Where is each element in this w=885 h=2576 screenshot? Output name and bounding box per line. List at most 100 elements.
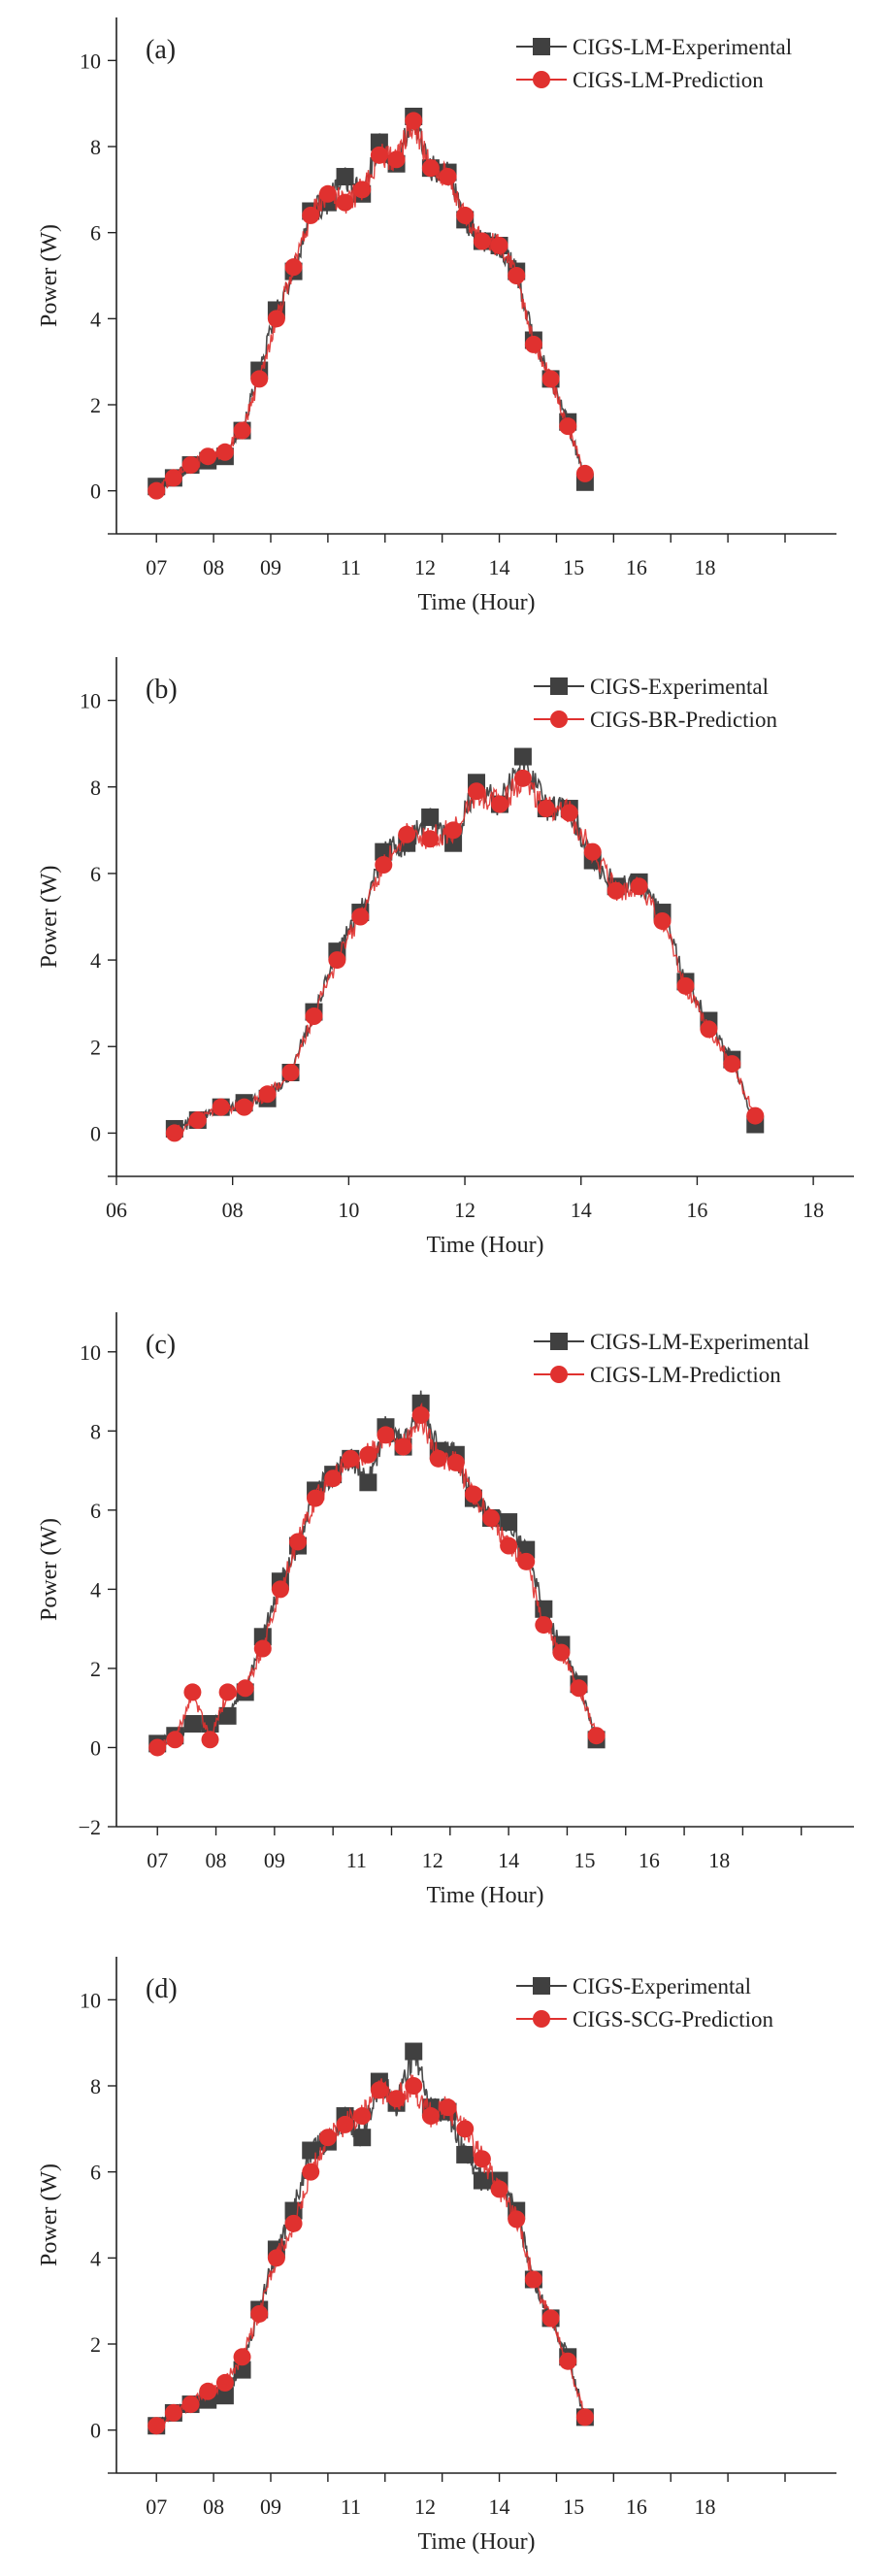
data-point-circle xyxy=(517,1552,536,1570)
data-point-circle xyxy=(473,2150,491,2168)
x-tick-label: 11 xyxy=(341,555,361,579)
data-point-circle xyxy=(302,2163,320,2181)
data-point-square xyxy=(444,834,463,852)
data-point-circle xyxy=(188,1111,207,1130)
y-tick-label: 4 xyxy=(90,307,101,331)
y-tick-label: 10 xyxy=(80,1340,101,1365)
data-point-circle xyxy=(215,443,234,461)
x-tick-label: 15 xyxy=(563,2494,584,2519)
y-tick-label: 10 xyxy=(80,689,101,713)
data-point-square xyxy=(336,168,354,186)
data-point-circle xyxy=(490,795,508,813)
data-point-circle xyxy=(342,1449,360,1468)
x-tick-label: 08 xyxy=(203,555,224,579)
x-tick-label: 16 xyxy=(639,1848,660,1872)
data-point-circle xyxy=(250,370,269,388)
chart-panel-a: 0 2 4 6 8 10 07 08 09 11 12 14 15 16 18 Time (Hour) Powe… xyxy=(37,17,836,615)
data-point-circle xyxy=(500,1536,518,1555)
legend-entry: CIGS-LM-Prediction xyxy=(516,68,764,92)
x-tick-label: 15 xyxy=(574,1848,596,1872)
data-point-circle xyxy=(541,2309,560,2328)
data-point-circle xyxy=(281,1064,300,1081)
x-tick-label: 18 xyxy=(803,1198,824,1222)
x-tick-label: 11 xyxy=(341,2494,361,2519)
data-point-circle xyxy=(267,2249,285,2267)
data-point-square xyxy=(513,747,532,766)
x-axis-title: Time (Hour) xyxy=(426,1883,543,1908)
data-point-square xyxy=(218,1706,237,1725)
data-point-circle xyxy=(328,951,346,970)
data-point-circle xyxy=(199,2382,217,2400)
legend-label: CIGS-LM-Prediction xyxy=(573,68,764,92)
data-point-circle xyxy=(284,2214,303,2232)
y-tick-label: 4 xyxy=(90,1577,101,1602)
data-point-circle xyxy=(559,417,577,436)
data-point-circle xyxy=(236,1679,254,1698)
x-tick-label: 10 xyxy=(338,1198,359,1222)
y-tick-label: 6 xyxy=(90,221,101,246)
data-point-circle xyxy=(535,1616,553,1635)
x-tick-label: 11 xyxy=(346,1848,367,1872)
data-point-circle xyxy=(212,1098,230,1116)
data-point-square xyxy=(353,2129,372,2147)
y-tick-label: 8 xyxy=(90,776,101,800)
legend-entry: CIGS-SCG-Prediction xyxy=(516,2007,774,2031)
data-point-square xyxy=(302,2141,320,2160)
data-point-circle xyxy=(723,1055,741,1073)
data-point-circle xyxy=(560,804,578,822)
data-point-square xyxy=(421,808,440,826)
panel-label: (d) xyxy=(146,1974,178,2004)
data-point-circle xyxy=(284,258,303,277)
x-axis-title: Time (Hour) xyxy=(417,2529,535,2555)
data-point-circle xyxy=(587,1727,606,1745)
data-point-circle xyxy=(583,842,602,861)
data-point-circle xyxy=(165,1124,183,1142)
panel-label: (c) xyxy=(146,1330,176,1360)
data-point-circle xyxy=(490,2180,508,2198)
data-point-square xyxy=(375,842,393,861)
data-point-circle xyxy=(387,2090,406,2108)
legend-marker-square xyxy=(533,38,550,55)
data-point-circle xyxy=(148,2417,166,2435)
data-point-circle xyxy=(398,825,416,843)
y-axis-title: Power (W) xyxy=(37,866,62,969)
data-point-square xyxy=(500,1513,518,1532)
data-point-circle xyxy=(370,2081,388,2099)
x-tick-label: 15 xyxy=(563,555,584,579)
y-tick-label: 8 xyxy=(90,2074,101,2098)
data-point-circle xyxy=(456,2120,475,2138)
y-tick-label: 2 xyxy=(90,1657,101,1681)
data-point-circle xyxy=(394,1437,412,1456)
y-tick-label: 0 xyxy=(90,479,101,504)
data-point-circle xyxy=(353,2107,372,2126)
legend-label: CIGS-SCG-Prediction xyxy=(573,2007,774,2031)
x-tick-label: 06 xyxy=(106,1198,127,1222)
data-point-circle xyxy=(164,469,182,487)
x-tick-label: 12 xyxy=(454,1198,475,1222)
data-point-circle xyxy=(148,1738,167,1757)
data-point-circle xyxy=(570,1679,588,1698)
data-point-circle xyxy=(183,1683,202,1701)
data-point-circle xyxy=(164,2403,182,2422)
data-point-circle xyxy=(653,911,672,930)
data-point-circle xyxy=(351,908,370,926)
x-tick-label: 18 xyxy=(708,1848,730,1872)
x-tick-label: 18 xyxy=(695,2494,716,2519)
data-point-circle xyxy=(233,421,251,440)
legend-marker-circle xyxy=(533,71,550,88)
x-tick-label: 12 xyxy=(422,1848,443,1872)
data-point-circle xyxy=(166,1731,184,1749)
data-point-circle xyxy=(482,1509,501,1527)
x-tick-label: 16 xyxy=(686,1198,707,1222)
y-tick-label: 4 xyxy=(90,2246,101,2270)
data-point-square xyxy=(535,1600,553,1618)
y-tick-label: 8 xyxy=(90,135,101,159)
legend-marker-circle xyxy=(533,2010,550,2028)
data-point-square xyxy=(183,1715,202,1733)
data-point-circle xyxy=(318,184,337,203)
data-point-circle xyxy=(250,2304,269,2323)
y-axis-title: Power (W) xyxy=(37,224,62,327)
data-point-circle xyxy=(456,206,475,224)
y-tick-label: 2 xyxy=(90,393,101,417)
